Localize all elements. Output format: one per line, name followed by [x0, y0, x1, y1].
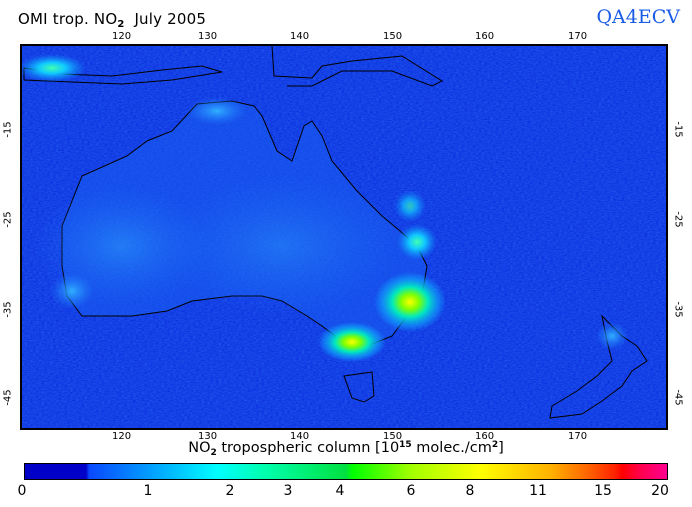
lat-tick-left: -35	[2, 301, 14, 318]
lon-tick-bottom: 150	[383, 431, 403, 442]
lon-tick-top: 150	[383, 31, 403, 42]
cb-title-sup: 15	[399, 440, 412, 450]
hotspot-darwin	[187, 97, 247, 125]
lat-tick-right: -15	[672, 121, 684, 138]
title-date: July 2005	[134, 10, 207, 28]
plot-title: OMI trop. NO2 July 2005	[18, 10, 206, 30]
lon-tick-top: 140	[290, 31, 310, 42]
new-guinea-coastline	[271, 46, 444, 87]
lon-tick-top: 130	[198, 31, 218, 42]
new-zealand-coastline	[549, 314, 648, 419]
colorbar-tick: 1	[143, 483, 153, 499]
hotspot-sydney	[374, 272, 446, 332]
colorbar-title: NO2 tropospheric column [1015 molec./cm2…	[0, 440, 692, 458]
lat-tick-right: -45	[672, 389, 684, 406]
map-panel[interactable]	[20, 44, 668, 430]
colorbar-tick: 4	[335, 483, 345, 499]
lat-tick-left: -15	[2, 121, 14, 138]
colorbar-tick: 2	[225, 483, 235, 499]
cb-title-end: ]	[498, 440, 504, 456]
lon-tick-top: 160	[475, 31, 495, 42]
colorbar-tick: 20	[651, 483, 669, 499]
colorbar-tick: 11	[529, 483, 547, 499]
lon-tick-bottom: 140	[290, 431, 310, 442]
lat-tick-left: -25	[2, 211, 14, 228]
lon-tick-bottom: 120	[112, 431, 132, 442]
lat-tick-right: -25	[672, 211, 684, 228]
lon-tick-bottom: 170	[568, 431, 588, 442]
cb-title-sup2: 2	[491, 440, 499, 450]
brand-label: QA4ECV	[596, 6, 680, 28]
colorbar-tick: 8	[465, 483, 475, 499]
tasmania-coastline	[343, 371, 375, 403]
lat-tick-left: -45	[2, 389, 14, 406]
hotspot-java	[22, 54, 86, 82]
hotspot-melbourne	[318, 322, 386, 362]
cb-title-prefix: NO	[188, 440, 211, 456]
lat-tick-right: -35	[672, 301, 684, 318]
colorbar	[24, 463, 668, 480]
colorbar-tick: 0	[17, 483, 27, 499]
no2-map	[22, 46, 666, 428]
hotspot-auckland	[596, 322, 628, 350]
lon-tick-bottom: 160	[475, 431, 495, 442]
title-text: OMI trop. NO	[18, 10, 118, 28]
colorbar-tick: 3	[283, 483, 293, 499]
cb-title-unit: molec./cm	[411, 440, 492, 456]
cb-title-mid: tropospheric column [10	[216, 440, 400, 456]
lon-tick-top: 170	[568, 31, 588, 42]
cb-title-sub: 2	[210, 448, 217, 458]
colorbar-tick: 6	[406, 483, 416, 499]
colorbar-tick: 15	[594, 483, 612, 499]
lon-tick-top: 120	[112, 31, 132, 42]
hotspot-brisbane	[397, 224, 437, 260]
title-subscript: 2	[117, 19, 125, 30]
lon-tick-bottom: 130	[198, 431, 218, 442]
